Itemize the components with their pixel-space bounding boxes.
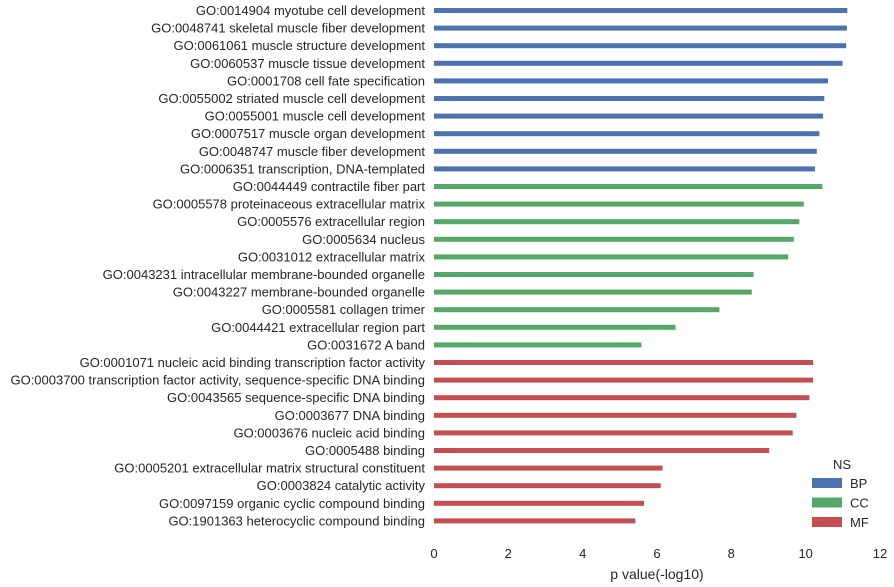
bar-2 — [434, 25, 847, 31]
category-label: GO:0043231 intracellular membrane-bounde… — [103, 267, 425, 282]
bar-8 — [434, 131, 820, 137]
category-label: GO:0003700 transcription factor activity… — [10, 373, 425, 388]
bar-15 — [434, 254, 789, 260]
x-tick-label: 10 — [798, 546, 812, 561]
bar-7 — [434, 113, 824, 119]
bar-20 — [434, 342, 642, 348]
category-label: GO:0055001 muscle cell development — [205, 109, 426, 124]
bar-25 — [434, 430, 793, 436]
x-tick-label: 6 — [653, 546, 660, 561]
category-label: GO:0007517 muscle organ development — [191, 126, 426, 141]
bar-23 — [434, 395, 810, 401]
category-label: GO:0044449 contractile fiber part — [233, 179, 426, 194]
x-axis-ticks: 0 2 4 6 8 10 12 — [430, 546, 887, 561]
category-label: GO:0031012 extracellular matrix — [238, 249, 426, 264]
bar-26 — [434, 448, 770, 453]
category-label: GO:0060537 muscle tissue development — [190, 56, 425, 71]
bar-12 — [434, 201, 804, 207]
category-label: GO:0014904 myotube cell development — [196, 3, 425, 18]
x-tick-label: 2 — [505, 546, 512, 561]
category-label: GO:0061061 muscle structure development — [174, 38, 426, 53]
bar-27 — [434, 465, 663, 471]
bar-19 — [434, 324, 676, 330]
legend-swatch-cc — [812, 497, 842, 508]
category-label: GO:0005581 collagen trimer — [262, 302, 426, 317]
bar-24 — [434, 412, 797, 418]
bar-28 — [434, 483, 661, 489]
category-label: GO:1901363 heterocyclic compound binding — [168, 513, 425, 528]
bar-1 — [434, 8, 848, 13]
category-label: GO:0006351 transcription, DNA-templated — [180, 161, 425, 176]
legend-label-bp: BP — [850, 476, 867, 491]
bar-18 — [434, 307, 720, 313]
category-label: GO:0001071 nucleic acid binding transcri… — [80, 355, 426, 370]
bar-5 — [434, 78, 828, 84]
bar-3 — [434, 43, 847, 49]
bar-9 — [434, 148, 817, 154]
x-tick-label: 12 — [873, 546, 887, 561]
bar-29 — [434, 500, 644, 506]
category-label: GO:0043565 sequence-specific DNA binding — [167, 390, 425, 405]
bars — [434, 8, 848, 524]
category-label: GO:0044421 extracellular region part — [211, 320, 425, 335]
bar-22 — [434, 377, 814, 383]
legend-swatch-mf — [812, 517, 842, 527]
bar-11 — [434, 184, 823, 189]
bar-6 — [434, 96, 825, 101]
category-labels: GO:0014904 myotube cell development GO:00… — [10, 3, 425, 528]
bar-4 — [434, 60, 843, 66]
bar-30 — [434, 518, 636, 524]
category-label: GO:0055002 striated muscle cell developm… — [158, 91, 425, 106]
x-tick-label: 8 — [728, 546, 735, 561]
category-label: GO:0005201 extracellular matrix structur… — [114, 461, 425, 476]
legend-title: NS — [833, 457, 851, 472]
category-label: GO:0031672 A band — [307, 337, 425, 352]
legend-label-mf: MF — [850, 515, 869, 530]
bar-13 — [434, 219, 800, 225]
x-tick-label: 0 — [430, 546, 437, 561]
legend-label-cc: CC — [850, 496, 869, 511]
x-tick-label: 4 — [579, 546, 586, 561]
category-label: GO:0003677 DNA binding — [275, 408, 425, 423]
category-label: GO:0043227 membrane-bounded organelle — [173, 285, 425, 300]
category-label: GO:0005578 proteinaceous extracellular m… — [153, 197, 426, 212]
category-label: GO:0001708 cell fate specification — [227, 73, 425, 88]
category-label: GO:0005576 extracellular region — [237, 214, 425, 229]
bar-16 — [434, 272, 754, 277]
category-label: GO:0048747 muscle fiber development — [199, 144, 426, 159]
bar-21 — [434, 360, 814, 365]
category-label: GO:0005488 binding — [305, 443, 425, 458]
category-label: GO:0003824 catalytic activity — [257, 478, 426, 493]
bar-14 — [434, 236, 794, 242]
legend: NS BP CC MF — [812, 457, 869, 530]
bar-17 — [434, 289, 752, 295]
category-label: GO:0048741 skeletal muscle fiber develop… — [151, 21, 425, 36]
category-label: GO:0005634 nucleus — [302, 232, 425, 247]
x-axis-label: p value(-log10) — [610, 566, 703, 582]
category-label: GO:0003676 nucleic acid binding — [233, 425, 425, 440]
bar-10 — [434, 166, 815, 172]
category-label: GO:0097159 organic cyclic compound bindi… — [159, 496, 425, 511]
legend-swatch-bp — [812, 478, 842, 488]
